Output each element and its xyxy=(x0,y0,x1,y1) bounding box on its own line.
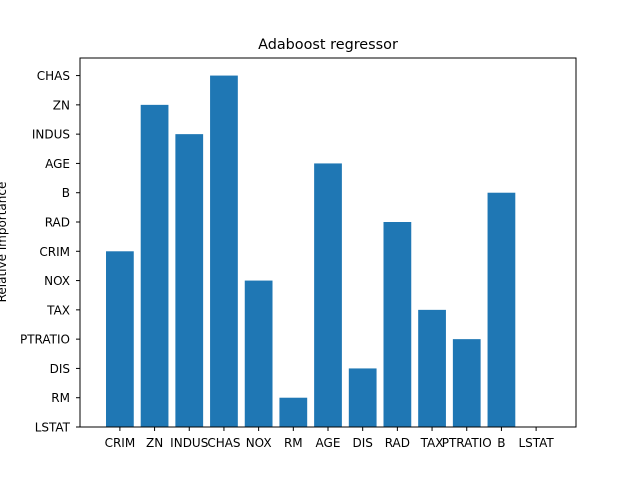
x-tick-label: TAX xyxy=(420,436,444,450)
bar-age xyxy=(314,163,342,427)
x-tick-label: INDUS xyxy=(170,436,208,450)
x-tick-label: ZN xyxy=(146,436,163,450)
x-tick-label: PTRATIO xyxy=(442,436,492,450)
x-tick-label: RAD xyxy=(385,436,410,450)
y-tick-label: LSTAT xyxy=(35,421,71,435)
y-tick-label: AGE xyxy=(45,157,70,171)
y-tick-label: B xyxy=(62,186,70,200)
chart-title: Adaboost regressor xyxy=(258,37,398,53)
y-tick-label: INDUS xyxy=(32,128,70,142)
bar-nox xyxy=(244,280,273,427)
x-tick-label: CHAS xyxy=(207,436,240,450)
bar-indus xyxy=(175,134,204,427)
y-tick-label: PTRATIO xyxy=(20,333,70,347)
y-tick-label: TAX xyxy=(46,303,70,317)
y-axis-ticks: LSTAT RM DIS PTRATIO TAX NOX CRIM RAD B AGE INDUS Z… xyxy=(20,69,80,435)
y-axis-label: Relative importance xyxy=(0,182,9,303)
x-tick-label: NOX xyxy=(246,436,272,450)
bar-tax xyxy=(418,309,446,427)
x-tick-label: RM xyxy=(284,436,303,450)
x-tick-label: AGE xyxy=(316,436,341,450)
x-tick-label: LSTAT xyxy=(518,436,554,450)
bar-chas xyxy=(210,75,238,427)
y-tick-label: CHAS xyxy=(37,69,70,83)
bar-ptratio xyxy=(452,339,481,427)
y-tick-label: NOX xyxy=(44,274,70,288)
y-tick-label: RM xyxy=(51,391,70,405)
y-tick-label: CRIM xyxy=(39,245,70,259)
y-tick-label: RAD xyxy=(45,216,70,230)
bar-rm xyxy=(279,397,308,427)
bar-dis xyxy=(348,368,377,427)
bar-b xyxy=(487,192,516,427)
bar-rad xyxy=(383,222,412,427)
bar-zn xyxy=(140,104,169,428)
x-tick-label: B xyxy=(497,436,505,450)
y-tick-label: DIS xyxy=(50,362,70,376)
x-tick-label: CRIM xyxy=(105,436,136,450)
bars-group xyxy=(106,75,516,428)
plot-frame xyxy=(79,57,577,428)
bar-crim xyxy=(106,251,134,427)
y-tick-label: ZN xyxy=(53,98,70,112)
x-tick-label: DIS xyxy=(352,436,372,450)
